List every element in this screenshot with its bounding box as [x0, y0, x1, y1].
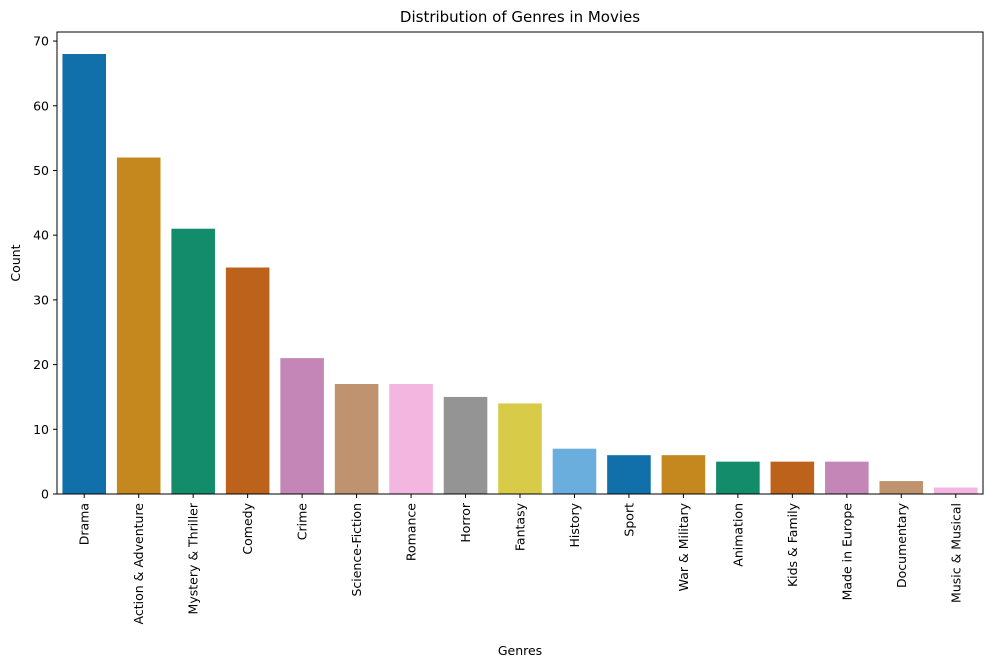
bar-drama — [62, 54, 107, 494]
bar-made-in-europe — [825, 461, 869, 494]
bar-kids-family — [770, 461, 815, 494]
x-tick-label: Documentary — [894, 502, 909, 588]
x-tick-label: Music & Musical — [948, 503, 963, 603]
y-tick-label: 0 — [41, 487, 49, 502]
x-axis: Drama Action & Adventure Mystery & Thrille… — [77, 494, 963, 625]
y-tick-label: 50 — [33, 163, 49, 178]
bar-horror — [443, 396, 488, 494]
bar-mystery-thriller — [171, 228, 215, 495]
x-tick-label: Made in Europe — [839, 503, 854, 601]
y-tick-label: 10 — [33, 422, 49, 437]
bar-fantasy — [498, 403, 542, 494]
x-tick-label: Science-Fiction — [349, 503, 364, 597]
bar-action-adventure — [116, 157, 161, 494]
x-axis-label: Genres — [498, 643, 542, 658]
bar-sport — [607, 455, 651, 494]
y-tick-label: 60 — [33, 98, 49, 113]
x-tick-label: Drama — [77, 503, 92, 545]
x-tick-label: Crime — [295, 503, 310, 541]
x-tick-label: Kids & Family — [785, 502, 800, 587]
bar-animation — [716, 461, 760, 494]
bar-comedy — [225, 267, 270, 494]
y-axis: 0 10 20 30 40 50 60 70 — [33, 34, 57, 502]
bar-music-musical — [933, 487, 978, 494]
x-tick-label: History — [567, 502, 582, 547]
x-tick-label: Comedy — [240, 502, 255, 554]
y-axis-label: Count — [8, 244, 23, 281]
x-tick-label: Action & Adventure — [131, 503, 146, 625]
bar-documentary — [879, 481, 924, 494]
bar-romance — [389, 384, 433, 494]
x-tick-label: Sport — [621, 503, 636, 537]
x-tick-label: Horror — [458, 502, 473, 542]
y-tick-label: 40 — [33, 228, 49, 243]
y-tick-label: 20 — [33, 357, 49, 372]
x-tick-label: Mystery & Thriller — [186, 502, 201, 614]
x-tick-label: War & Military — [676, 502, 691, 591]
bar-science-fiction — [334, 384, 379, 494]
y-tick-label: 30 — [33, 292, 49, 307]
x-tick-label: Romance — [404, 503, 419, 561]
bar-crime — [280, 358, 324, 494]
bar-history — [552, 448, 597, 494]
bar-war-military — [661, 455, 706, 494]
y-tick-label: 70 — [33, 34, 49, 49]
bars-group — [62, 54, 978, 495]
x-tick-label: Animation — [730, 503, 745, 567]
chart-title: Distribution of Genres in Movies — [400, 8, 640, 26]
x-tick-label: Fantasy — [513, 502, 528, 551]
